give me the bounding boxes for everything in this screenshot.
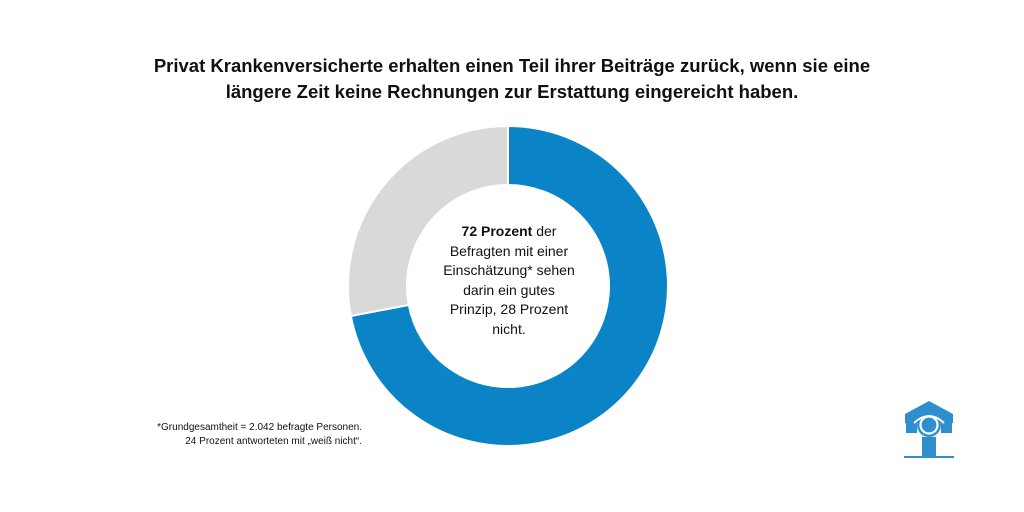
footnote: *Grundgesamtheit = 2.042 befragte Person… bbox=[100, 421, 362, 449]
donut-chart bbox=[347, 125, 669, 447]
chart-title: Privat Krankenversicherte erhalten einen… bbox=[112, 53, 912, 105]
donut-slice-1 bbox=[349, 125, 669, 447]
center-label-highlight: 72 Prozent bbox=[461, 223, 533, 239]
footnote-line-1: *Grundgesamtheit = 2.042 befragte Person… bbox=[157, 422, 362, 433]
person-shield-logo-icon bbox=[904, 401, 954, 458]
chart-title-line-2: längere Zeit keine Rechnungen zur Erstat… bbox=[225, 81, 799, 102]
chart-title-line-1: Privat Krankenversicherte erhalten einen… bbox=[153, 55, 871, 76]
donut-slice-2 bbox=[347, 125, 509, 318]
footnote-line-2: 24 Prozent antworteten mit „weiß nicht“. bbox=[185, 436, 362, 447]
donut-center-label: 72 Prozent der Befragten mit einer Einsc… bbox=[443, 222, 575, 340]
center-label-text: der Befragten mit einer Einschätzung* se… bbox=[443, 223, 575, 337]
